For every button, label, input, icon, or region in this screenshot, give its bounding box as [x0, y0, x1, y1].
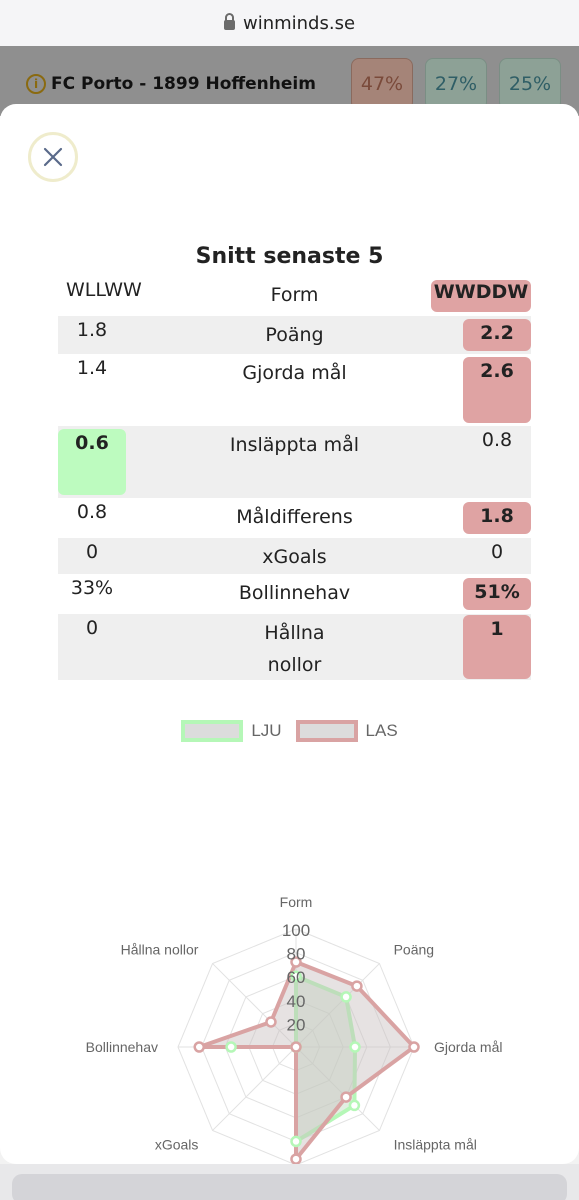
- legend-label-lju[interactable]: LJU: [251, 721, 282, 740]
- goals-conceded-left: 0.6: [58, 429, 126, 495]
- radar-point-lju: [290, 1135, 302, 1148]
- form-label: Form: [270, 284, 319, 306]
- stats-row-goals-conceded: 0.6 Insläppta mål 0.8: [58, 426, 531, 498]
- points-label: Poäng: [265, 324, 324, 346]
- radar-tick-label: 40: [287, 992, 306, 1011]
- stats-row-goal-diff: 0.8 Måldifferens 1.8: [58, 498, 531, 538]
- radar-tick-label: 100: [282, 921, 310, 940]
- radar-point-las: [408, 1041, 420, 1053]
- goals-scored-label: Gjorda mål: [242, 362, 347, 384]
- radar-series-las: [197, 960, 416, 1162]
- radar-tick-label: 80: [287, 945, 306, 964]
- radar-axis-label: Hållna nollor: [121, 941, 199, 957]
- radar-grid-ring: [177, 928, 415, 1164]
- radar-axis-label: xGoals: [155, 1137, 199, 1153]
- radar-spoke: [295, 963, 380, 1048]
- stats-table: WLLWW Form WWDDW 1.8 Poäng 2.2 1.4 Gjord…: [58, 276, 531, 680]
- goals-scored-left: 1.4: [76, 357, 108, 379]
- goals-conceded-right: 0.8: [481, 429, 513, 451]
- radar-point-las: [351, 980, 363, 992]
- radar-tick-label: 60: [287, 968, 306, 987]
- radar-axis-label: Insläppta mål: [394, 1137, 477, 1153]
- radar-spoke: [212, 963, 297, 1048]
- radar-point-las: [290, 1153, 302, 1164]
- goal-diff-label: Måldifferens: [236, 506, 353, 528]
- odds-draw[interactable]: 27%: [425, 58, 487, 110]
- chart-legend: LJU LAS: [0, 720, 579, 742]
- stats-row-clean-sheets: 0 Hållna nollor 1: [58, 614, 531, 680]
- radar-chart: 20 40 60 80 100 Form Poäng Gjorda mål Insläppta …: [86, 894, 502, 1164]
- stats-row-form: WLLWW Form WWDDW: [58, 276, 531, 316]
- legend-swatch-las[interactable]: [295, 720, 358, 742]
- radar-tick-label: 20: [287, 1015, 306, 1034]
- goals-conceded-label: Insläppta mål: [229, 434, 360, 456]
- info-icon[interactable]: i: [26, 74, 46, 94]
- close-icon: [43, 147, 63, 167]
- radar-axis-label: Gjorda mål: [434, 1039, 502, 1055]
- bottom-bar: [0, 1164, 579, 1200]
- legend-swatch-lju[interactable]: [181, 720, 244, 742]
- radar-point-las: [265, 1016, 277, 1028]
- radar-point-lju: [340, 991, 352, 1003]
- radar-point-lju: [349, 1041, 361, 1053]
- possession-left: 33%: [70, 577, 114, 599]
- match-title: FC Porto - 1899 Hoffenheim: [51, 74, 316, 94]
- xgoals-left: 0: [85, 541, 99, 563]
- radar-point-las: [193, 1041, 205, 1053]
- section-title: Snitt senaste 5: [195, 244, 384, 269]
- form-right: WWDDW: [431, 280, 531, 312]
- clean-sheets-label: Hållna nollor: [264, 622, 325, 676]
- radar-spoke: [212, 1046, 297, 1131]
- xgoals-label: xGoals: [262, 546, 327, 568]
- radar-point-lju: [348, 1099, 361, 1112]
- goal-diff-left: 0.8: [76, 501, 108, 523]
- stats-row-goals-scored: 1.4 Gjorda mål 2.6: [58, 354, 531, 426]
- url-text: winminds.se: [242, 12, 356, 34]
- radar-axis-label: Bollinnehav: [86, 1039, 158, 1055]
- clean-sheets-left: 0: [85, 617, 99, 639]
- odds-away[interactable]: 25%: [499, 58, 561, 110]
- match-header: i FC Porto - 1899 Hoffenheim 47% 27% 25%: [0, 46, 579, 116]
- stats-row-xgoals: 0 xGoals 0: [58, 538, 531, 574]
- radar-point-las: [290, 1041, 302, 1053]
- stats-row-points: 1.8 Poäng 2.2: [58, 316, 531, 354]
- legend-label-las[interactable]: LAS: [365, 721, 398, 740]
- browser-url-bar[interactable]: winminds.se: [0, 0, 579, 46]
- possession-right: 51%: [463, 578, 531, 610]
- goal-diff-right: 1.8: [463, 502, 531, 534]
- goals-scored-right: 2.6: [463, 357, 531, 423]
- close-button[interactable]: [28, 132, 78, 182]
- points-right: 2.2: [463, 319, 531, 351]
- lock-icon: [223, 13, 235, 30]
- radar-point-las: [340, 1091, 352, 1103]
- radar-spoke: [295, 1046, 380, 1131]
- possession-label: Bollinnehav: [238, 582, 351, 604]
- xgoals-right: 0: [490, 541, 504, 563]
- stats-row-possession: 33% Bollinnehav 51%: [58, 574, 531, 614]
- radar-point-lju: [290, 970, 302, 982]
- radar-point-las: [290, 956, 302, 968]
- bottom-panel: [12, 1174, 567, 1200]
- form-left: WLLWW: [66, 279, 142, 301]
- radar-axis-label: Form: [280, 894, 313, 910]
- points-left: 1.8: [76, 319, 108, 341]
- radar-axis-label: Poäng: [394, 941, 434, 957]
- odds-home[interactable]: 47%: [351, 58, 413, 110]
- stats-modal: Snitt senaste 5 WLLWW Form WWDDW 1.8 Poä…: [0, 104, 579, 1164]
- radar-point-lju: [225, 1041, 237, 1053]
- clean-sheets-right: 1: [463, 615, 531, 679]
